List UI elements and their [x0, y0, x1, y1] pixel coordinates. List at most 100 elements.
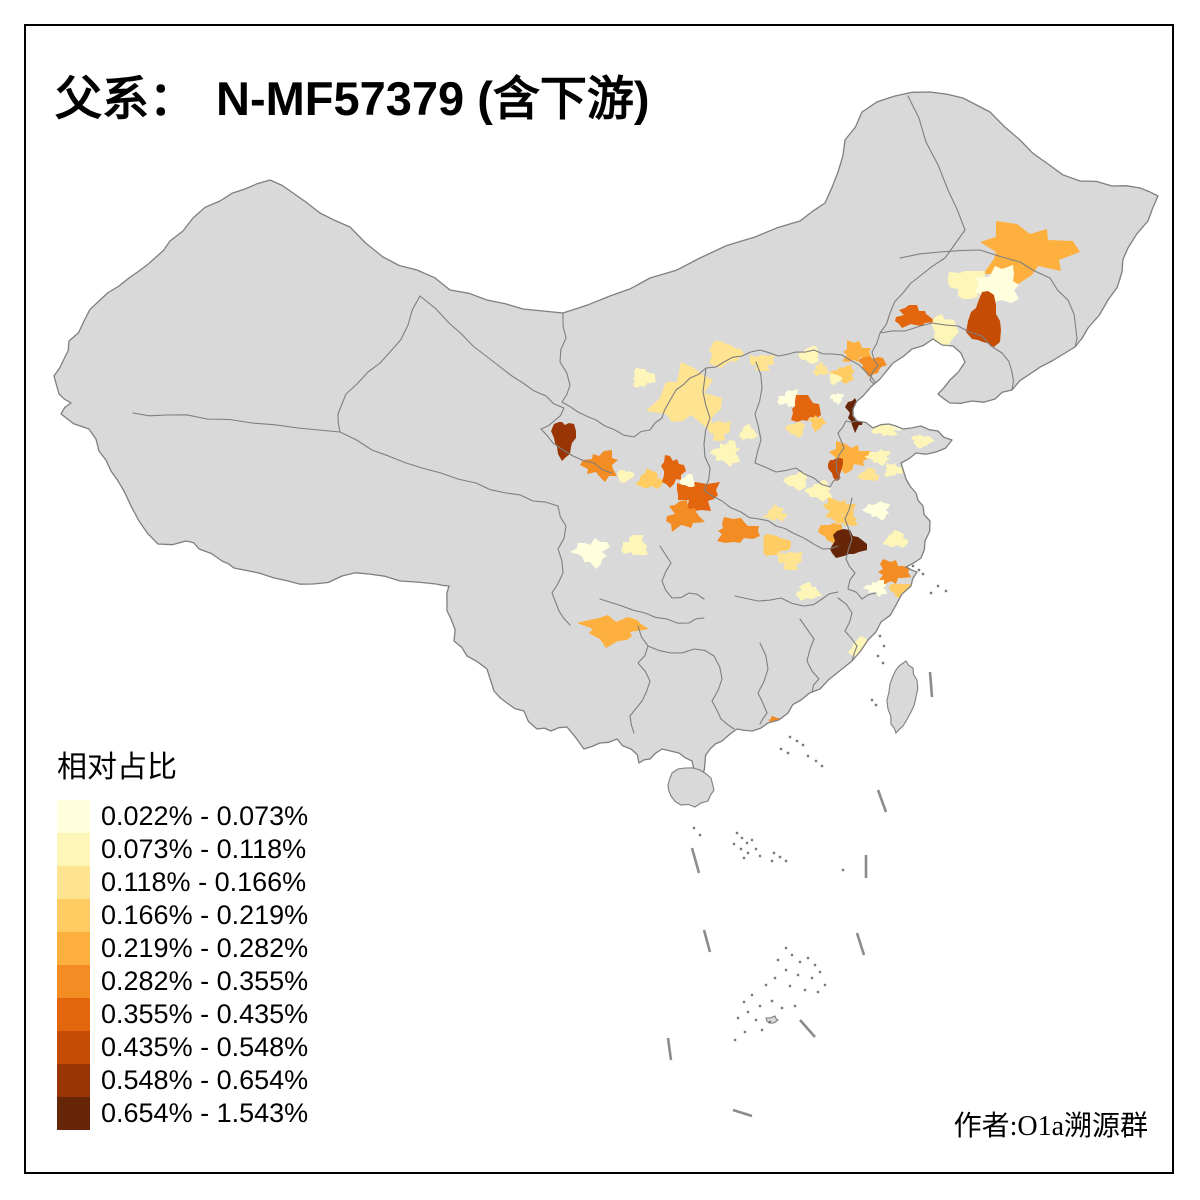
islet-dot	[820, 764, 824, 768]
islet-dot	[818, 970, 822, 974]
map-region	[677, 482, 720, 511]
islet-dot	[772, 851, 776, 855]
province-border	[837, 597, 858, 662]
legend-range-label: 0.219% - 0.282%	[101, 933, 309, 963]
province-border	[559, 312, 876, 438]
province-border	[132, 412, 341, 433]
islet-dot	[784, 968, 788, 972]
islet-dot	[773, 976, 777, 980]
islet-dot	[742, 1000, 746, 1004]
sea-boundary-dash	[690, 847, 701, 874]
map-region	[899, 365, 934, 385]
plot-border-frame	[24, 24, 1174, 1174]
legend-swatch	[57, 866, 90, 899]
map-region	[829, 393, 844, 405]
sea-boundary-dash	[928, 671, 934, 698]
province-border	[899, 249, 1078, 348]
islet-dot	[784, 859, 788, 863]
legend-title: 相对占比	[57, 751, 177, 784]
legend-swatch	[57, 800, 90, 833]
legend-range-label: 0.355% - 0.435%	[101, 999, 309, 1029]
province-border	[599, 598, 705, 624]
map-region	[863, 580, 887, 597]
islet-dot	[917, 568, 921, 572]
islet-dot	[816, 990, 820, 994]
title-haplogroup: N-MF57379 (含下游)	[216, 72, 650, 125]
legend: 相对占比 0.022% - 0.073% 0.073% - 0.118% 0.118…	[57, 742, 308, 1130]
map-region	[666, 500, 705, 532]
legend-rows: 0.022% - 0.073% 0.073% - 0.118% 0.118% - 0…	[57, 800, 308, 1130]
islet-dot	[698, 833, 702, 837]
author-credit: 作者:O1a溯源群	[953, 1111, 1148, 1142]
legend-row: 0.355% - 0.435%	[57, 998, 308, 1031]
islet-dot	[736, 1016, 740, 1020]
islet-dot	[798, 960, 802, 964]
legend-swatch	[57, 932, 90, 965]
legend-range-label: 0.654% - 1.543%	[101, 1098, 309, 1128]
islet-dot	[735, 831, 739, 835]
islet-dot	[806, 956, 810, 960]
sea-boundary-dash	[732, 1108, 753, 1118]
islet-dot	[936, 584, 940, 588]
sea-boundary-dash	[702, 929, 712, 953]
islet-dot	[921, 572, 925, 576]
islet-dot	[780, 1006, 784, 1010]
legend-row: 0.435% - 0.548%	[57, 1031, 308, 1064]
sea-boundary-dash	[666, 1037, 673, 1061]
legend-range-label: 0.166% - 0.219%	[101, 900, 309, 930]
islet-dot	[742, 856, 746, 860]
map-region	[835, 510, 858, 526]
islet-dot	[746, 1010, 750, 1014]
islet-dot	[870, 698, 874, 702]
province-border	[337, 295, 421, 433]
map-region	[871, 421, 898, 436]
legend-range-label: 0.022% - 0.073%	[101, 801, 309, 831]
legend-row: 0.022% - 0.073%	[57, 800, 308, 833]
map-region	[570, 538, 610, 569]
islet-dot	[823, 983, 827, 987]
legend-row: 0.282% - 0.355%	[57, 965, 308, 998]
sea-boundary-dash	[799, 1019, 816, 1038]
province-border	[339, 431, 559, 507]
map-region	[777, 552, 803, 570]
island-shape	[886, 660, 919, 735]
map-region	[717, 517, 760, 543]
legend-swatch	[57, 1097, 90, 1130]
islet-dot	[740, 836, 744, 840]
islet-dot	[874, 703, 878, 707]
legend-row: 0.219% - 0.282%	[57, 932, 308, 965]
map-region	[577, 615, 649, 648]
islet-dot	[911, 564, 915, 568]
islet-dot	[788, 984, 792, 988]
sea-boundary-dash	[855, 932, 866, 956]
islet-dot	[806, 754, 810, 758]
map-region	[882, 530, 908, 548]
islet-dot	[754, 1018, 758, 1022]
islet-dot	[750, 993, 754, 997]
map-region	[680, 474, 695, 487]
legend-swatch	[57, 998, 90, 1031]
legend-swatch	[57, 833, 90, 866]
map-region	[635, 468, 664, 489]
map-region	[813, 362, 831, 377]
map-region	[749, 355, 775, 371]
islet-dot	[929, 591, 933, 595]
islet-dot	[793, 1004, 797, 1008]
map-region	[796, 582, 822, 601]
islet-dot	[786, 751, 790, 755]
map-region	[709, 440, 740, 467]
islet-dot	[814, 759, 818, 763]
islet-dot	[810, 976, 814, 980]
map-region	[707, 421, 731, 441]
legend-range-label: 0.282% - 0.355%	[101, 966, 309, 996]
province-border	[754, 361, 763, 464]
map-region	[551, 422, 576, 461]
map-region	[709, 341, 744, 368]
map-region	[830, 365, 855, 384]
islet-dot	[758, 1004, 762, 1008]
map-region	[783, 472, 807, 491]
islet-dot	[878, 634, 882, 638]
islet-dot	[764, 983, 768, 987]
legend-swatch	[57, 1031, 90, 1064]
map-region	[857, 468, 879, 481]
